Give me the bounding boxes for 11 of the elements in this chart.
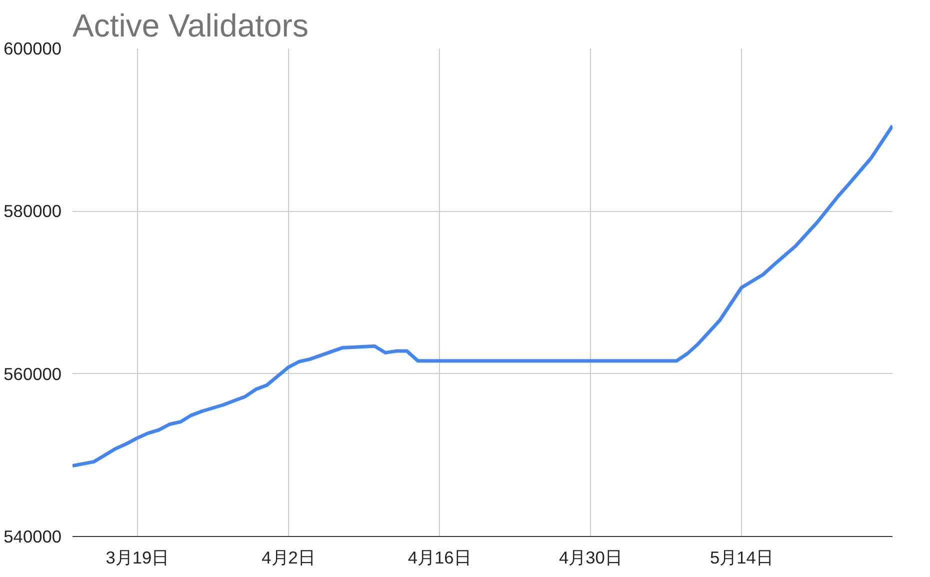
x-tick-label: 5月14日 [710, 548, 773, 568]
y-tick-label: 560000 [4, 364, 62, 384]
x-tick-label: 4月16日 [408, 548, 471, 568]
line-series [72, 124, 892, 468]
chart-title: Active Validators [72, 8, 308, 44]
x-tick-label: 4月30日 [558, 548, 622, 568]
y-tick-label: 580000 [4, 201, 62, 222]
x-tick-label: 3月19日 [106, 548, 169, 568]
y-tick-label: 540000 [4, 526, 62, 546]
y-tick-label: 600000 [4, 38, 62, 58]
x-tick-label: 4月2日 [262, 548, 315, 568]
